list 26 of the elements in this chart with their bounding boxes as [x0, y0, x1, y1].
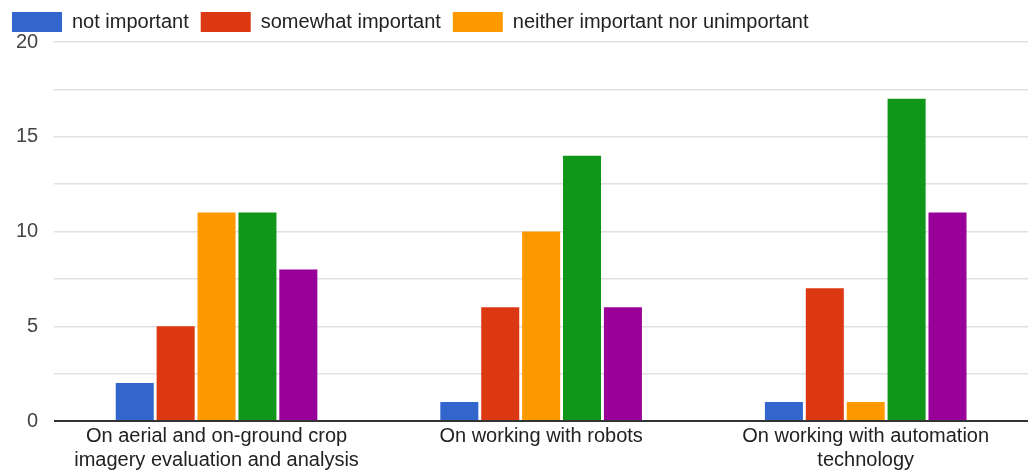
y-tick-label: 15	[16, 124, 39, 147]
bar	[603, 307, 642, 420]
bar	[238, 212, 277, 420]
legend-label: neither important nor unimportant	[512, 9, 809, 32]
bar	[522, 231, 561, 420]
legend-label: somewhat important	[260, 9, 442, 32]
bar	[481, 307, 520, 420]
y-tick-label: 0	[27, 408, 39, 431]
x-tick-label: On aerial and on-ground crop imagery evaluation and analysis	[74, 423, 359, 470]
bar	[115, 383, 154, 420]
bar	[764, 402, 803, 420]
x-tick-label: On working with robots	[439, 423, 643, 446]
bar	[805, 288, 844, 420]
bar	[928, 212, 967, 420]
bar	[440, 402, 479, 420]
bar	[563, 155, 602, 420]
x-tick-label: On working with automation technology	[742, 423, 990, 470]
y-tick-label: 10	[16, 219, 39, 242]
legend-label: not important	[72, 9, 190, 32]
bar	[279, 269, 318, 420]
bar	[156, 326, 195, 420]
bar	[846, 402, 885, 420]
bar	[197, 212, 236, 420]
y-tick-label: 5	[27, 313, 39, 336]
bar	[887, 98, 926, 420]
y-tick-label: 20	[16, 29, 39, 52]
